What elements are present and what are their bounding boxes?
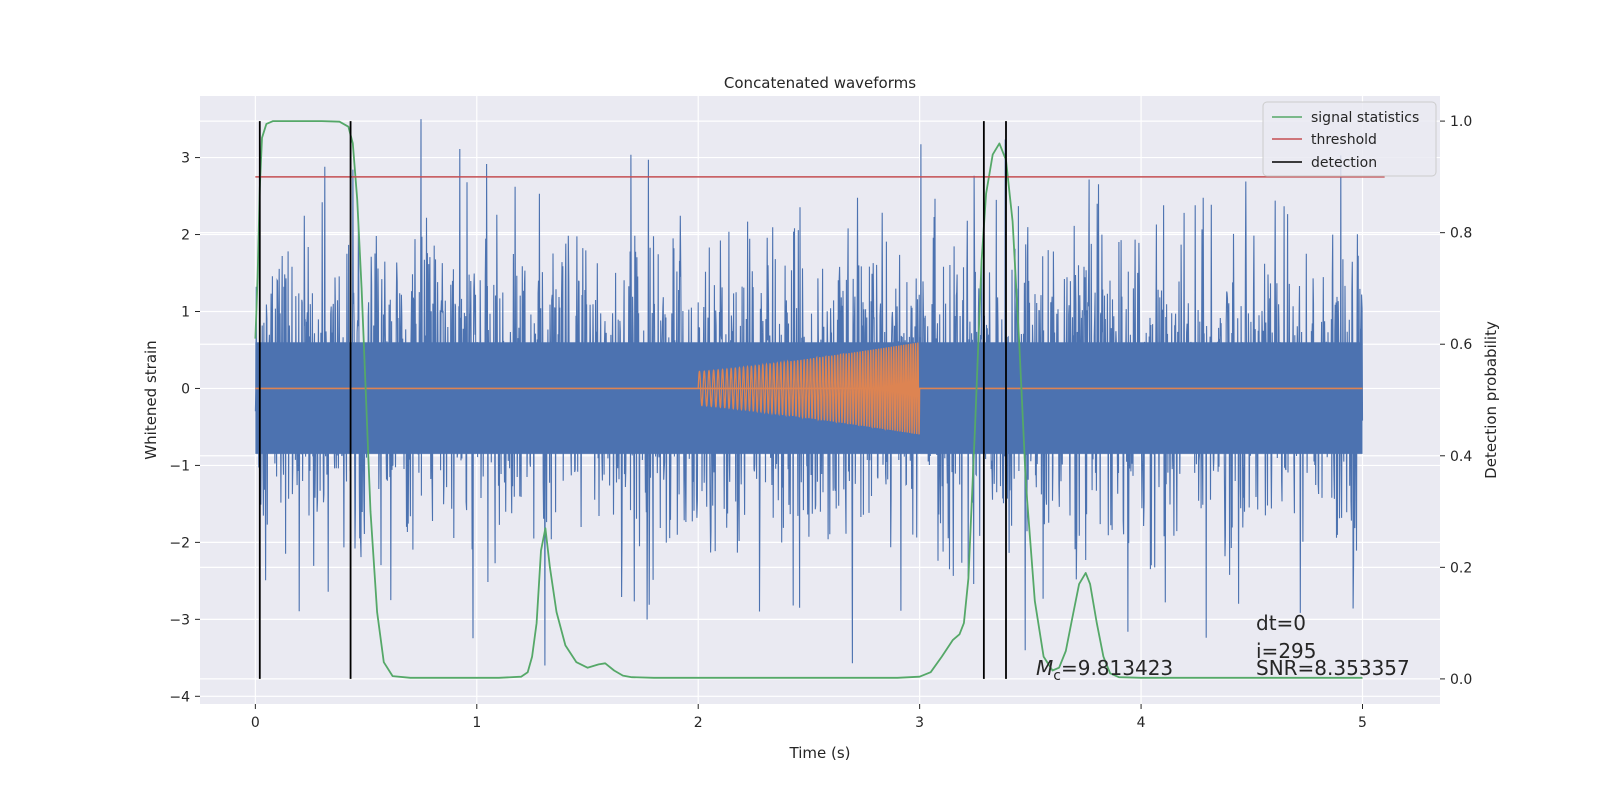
x-tick-label: 4 (1137, 715, 1146, 731)
legend-label-detection: detection (1311, 155, 1377, 171)
y2-tick-label: 0.0 (1450, 672, 1472, 688)
legend-label-threshold: threshold (1311, 132, 1377, 148)
signal-statistics-series (254, 120, 1363, 679)
chirp-mass-value: =9.813423 (1061, 656, 1173, 680)
x-tick-label: 2 (694, 715, 703, 731)
x-axis-label: Time (s) (789, 744, 851, 762)
y2-tick-label: 1.0 (1450, 114, 1472, 130)
legend-label-signal-statistics: signal statistics (1311, 110, 1419, 126)
axes: 0 1 2 3 4 5 −4 −3 −2 −1 0 1 2 3 0.0 0.2 0.4 0.6 0.8 1.0 (169, 114, 1472, 731)
detection-series (258, 121, 1007, 679)
template-chirp (697, 342, 921, 435)
signal-statistics-line (254, 120, 1363, 679)
y-tick-label: 3 (181, 151, 190, 167)
y-tick-label: −2 (169, 535, 190, 551)
dt-annotation: dt=0 (1256, 611, 1306, 635)
chirp-mass-symbol: M (1036, 656, 1053, 680)
x-tick-label: 1 (472, 715, 481, 731)
y-tick-label: 1 (181, 304, 190, 320)
index-annotation: i=295 (1256, 639, 1317, 663)
chart-title: Concatenated waveforms (724, 74, 916, 92)
y-tick-label: −3 (169, 612, 190, 628)
y2-tick-label: 0.2 (1450, 560, 1472, 576)
x-tick-label: 3 (915, 715, 924, 731)
y-tick-label: 0 (181, 381, 190, 397)
chirp-mass-subscript: c (1053, 668, 1061, 684)
template-series (255, 342, 1363, 435)
y2-axis-label: Detection probability (1482, 321, 1500, 479)
y-tick-label: −4 (169, 689, 190, 705)
y-tick-label: 2 (181, 228, 190, 244)
legend-box (1262, 101, 1437, 177)
x-tick-label: 5 (1358, 715, 1367, 731)
x-tick-label: 0 (251, 715, 260, 731)
chirp-mass-annotation: Mc=9.813423 (1036, 656, 1173, 684)
snr-annotation: SNR=8.353357 (1256, 656, 1410, 680)
y2-tick-label: 0.8 (1450, 226, 1472, 242)
y-tick-label: −1 (169, 458, 190, 474)
y-axis-label: Whitened strain (142, 340, 160, 459)
legend: signal statistics threshold detection (1262, 101, 1437, 177)
y2-tick-label: 0.4 (1450, 449, 1472, 465)
y2-tick-label: 0.6 (1450, 337, 1472, 353)
